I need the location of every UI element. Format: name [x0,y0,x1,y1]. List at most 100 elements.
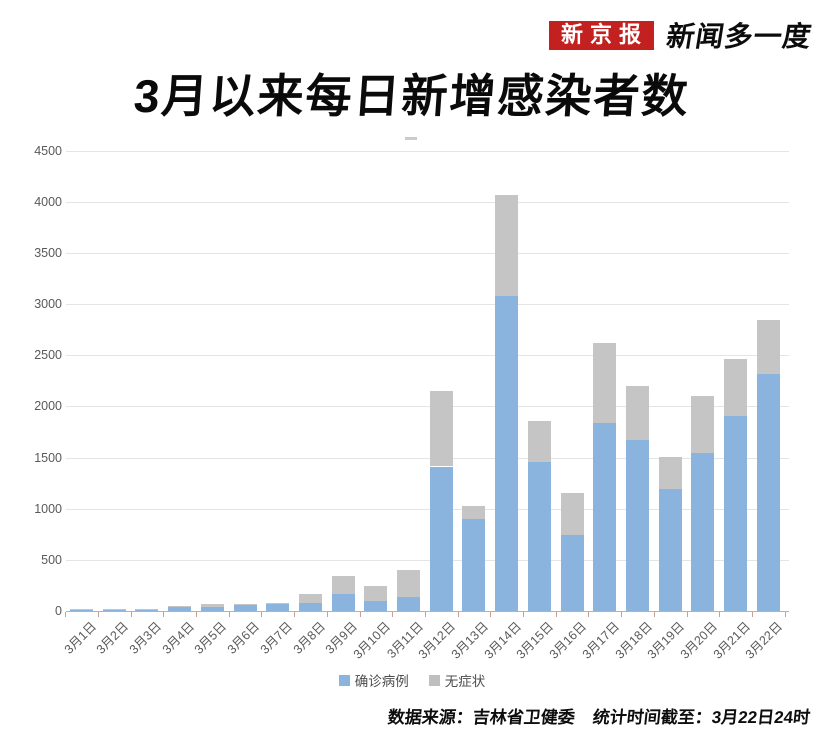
bar-segment-asymptomatic [233,603,257,605]
gridline [66,406,789,408]
bar-segment-confirmed [462,519,486,611]
gridline [66,457,789,459]
legend-item-asymptomatic: 无症状 [428,670,486,690]
bar-segment-confirmed [560,535,584,611]
bar-segment-asymptomatic [691,396,715,453]
gridline [66,508,789,510]
x-axis-tick [686,612,688,617]
y-axis-tick-label: 1500 [34,450,62,465]
x-axis-date-label: 3月3日 [126,619,165,657]
x-axis-tick [326,612,328,617]
bar-segment-asymptomatic [658,457,682,490]
x-axis-date-label: 3月7日 [257,619,295,657]
bar-segment-confirmed [429,466,453,611]
data-source-text: 数据来源：吉林省卫健委 [386,708,576,727]
x-axis-date-label: 3月4日 [159,619,197,657]
bar-segment-asymptomatic [462,506,486,520]
data-source-footer: 数据来源：吉林省卫健委 统计时间截至：3月22日24时 [386,703,811,728]
bar-segment-confirmed [298,602,322,611]
brand-header: 新京报 新闻多一度 [548,15,814,55]
bar-segment-asymptomatic [560,492,584,536]
y-axis-tick-label: 4500 [34,143,62,158]
bar-segment-confirmed [495,296,519,611]
asymptomatic-swatch-icon [428,674,440,686]
x-axis-tick [621,612,623,617]
gridline [66,304,789,305]
bar-segment-asymptomatic [298,593,322,603]
bar-segment-confirmed [397,597,420,611]
gridline [66,252,789,254]
stray-dash-mark [405,137,417,140]
bar-segment-confirmed [266,604,290,611]
x-axis-tick [163,612,165,617]
bar-segment-asymptomatic [397,570,420,598]
bar-segment-asymptomatic [102,609,126,611]
bar-segment-confirmed [658,489,682,611]
page-title: 3月以来每日新增感染者数 [132,70,692,122]
x-axis-tick [196,612,197,617]
brand-badge-logo: 新京报 [548,20,654,50]
bar-segment-asymptomatic [593,343,617,424]
bar-segment-confirmed [364,600,388,611]
bar-segment-confirmed [724,416,747,611]
x-axis-tick [555,612,557,617]
x-axis-tick [261,612,263,617]
x-axis-date-label: 3月1日 [61,619,99,657]
bar-segment-asymptomatic [495,194,519,297]
bar-segment-confirmed [70,610,93,611]
bar-segment-confirmed [168,606,192,611]
x-axis-tick [424,612,426,617]
bar-segment-asymptomatic [135,609,159,611]
bar-segment-asymptomatic [756,319,780,374]
bar-segment-asymptomatic [70,609,93,611]
y-axis-tick-label: 0 [55,604,62,618]
bar-segment-asymptomatic [200,603,224,607]
y-axis-tick-label: 4000 [34,194,62,209]
x-axis-tick [784,612,786,617]
bar-segment-confirmed [102,610,126,611]
cutoff-time-text: 统计时间截至：3月22日24时 [591,708,811,727]
legend-label-confirmed: 确诊病例 [354,674,409,689]
y-axis-tick-label: 2000 [34,399,62,414]
x-axis-tick [719,612,721,617]
y-axis-tick-label: 1000 [34,501,62,516]
legend-item-confirmed: 确诊病例 [338,670,409,690]
x-axis-tick [653,612,655,617]
bar-segment-asymptomatic [168,605,192,607]
gridline [66,559,789,561]
bar-segment-asymptomatic [331,575,355,595]
x-axis-date-label: 3月8日 [290,619,328,657]
bar-segment-asymptomatic [625,386,649,440]
x-axis-tick [392,612,394,617]
bar-segment-asymptomatic [429,390,453,467]
x-axis-tick [228,612,230,617]
bar-segment-confirmed [756,373,780,611]
bar-segment-asymptomatic [364,585,388,601]
x-axis-tick [65,612,67,617]
y-axis-tick-label: 500 [41,552,62,567]
gridline [66,611,789,612]
y-axis-tick-label: 3500 [34,245,62,260]
bar-segment-confirmed [625,439,649,611]
bar-segment-confirmed [527,462,551,611]
bar-segment-confirmed [691,452,715,611]
bar-segment-confirmed [233,604,257,611]
gridline [66,150,789,152]
y-axis-tick-label: 3000 [34,297,62,311]
bar-segment-asymptomatic [266,603,290,605]
bar-segment-confirmed [200,606,224,611]
x-axis-date-label: 3月2日 [93,619,132,657]
x-axis-tick [359,612,361,617]
x-axis-tick [751,612,753,617]
bar-segment-confirmed [331,594,355,611]
legend-label-asymptomatic: 无症状 [444,674,486,689]
gridline [66,355,789,357]
chart-legend: 确诊病例 无症状 [0,670,824,690]
gridline [66,201,789,203]
x-axis-tick [588,612,590,617]
x-axis-tick [97,612,99,617]
confirmed-swatch-icon [338,674,350,686]
x-axis-date-label: 3月6日 [224,619,263,657]
y-axis-tick-label: 2500 [34,348,62,363]
